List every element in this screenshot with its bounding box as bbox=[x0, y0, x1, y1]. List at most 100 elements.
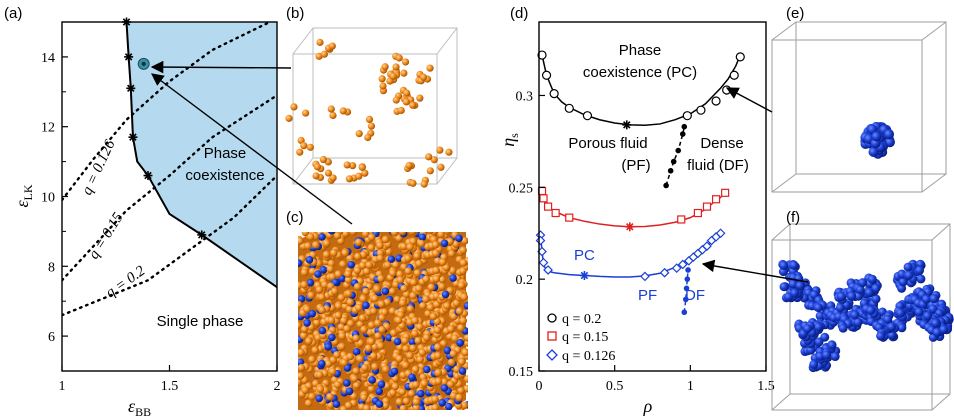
snapshot-e-panel: (e) bbox=[771, 5, 947, 193]
data-point bbox=[711, 96, 721, 106]
porous-network-f bbox=[778, 259, 954, 373]
snapshot-c-panel: (c) bbox=[286, 209, 468, 410]
particle bbox=[446, 380, 455, 389]
data-point bbox=[659, 267, 670, 278]
particle bbox=[463, 375, 468, 383]
particle bbox=[367, 233, 376, 242]
particle bbox=[457, 281, 466, 290]
particle bbox=[855, 285, 865, 295]
particle bbox=[298, 372, 305, 380]
widom-point bbox=[681, 309, 688, 316]
particle bbox=[328, 232, 336, 235]
particle bbox=[364, 133, 372, 142]
particle bbox=[827, 340, 837, 350]
label-phase-top: Phase bbox=[619, 42, 662, 59]
particle bbox=[355, 130, 363, 138]
particle bbox=[307, 291, 315, 300]
particle bbox=[458, 367, 467, 375]
particle bbox=[355, 172, 363, 180]
critical-point bbox=[579, 270, 589, 280]
particle bbox=[455, 307, 464, 316]
particle bbox=[895, 308, 905, 318]
particle bbox=[457, 324, 465, 332]
particle bbox=[312, 319, 321, 327]
particle bbox=[433, 326, 442, 334]
boundary-marker bbox=[143, 171, 153, 181]
particle bbox=[334, 302, 343, 310]
particle bbox=[392, 96, 400, 104]
particle bbox=[296, 148, 304, 156]
particle bbox=[333, 351, 341, 359]
particle bbox=[795, 281, 805, 291]
particle bbox=[308, 355, 316, 364]
particle bbox=[806, 345, 816, 355]
label-dense-fluid: fluid (DF) bbox=[687, 157, 749, 174]
particle bbox=[298, 321, 302, 330]
particle bbox=[396, 276, 405, 284]
particle bbox=[318, 233, 326, 241]
particle bbox=[415, 323, 424, 331]
particle bbox=[328, 367, 337, 376]
particle bbox=[390, 367, 399, 376]
y-tick-label-a: 14 bbox=[41, 51, 55, 66]
particle bbox=[921, 294, 931, 304]
particle bbox=[302, 109, 310, 117]
particle bbox=[443, 302, 451, 310]
particle bbox=[377, 300, 386, 308]
particle bbox=[314, 270, 322, 278]
panel-label-e: (e) bbox=[786, 5, 804, 22]
particle bbox=[457, 358, 466, 366]
particle bbox=[409, 237, 418, 246]
particle bbox=[432, 275, 441, 283]
particle bbox=[339, 260, 347, 269]
particle bbox=[389, 269, 397, 277]
particle bbox=[329, 174, 337, 182]
particle bbox=[337, 293, 346, 302]
particle bbox=[393, 337, 402, 346]
particle bbox=[411, 365, 420, 374]
particle bbox=[344, 289, 353, 298]
particle bbox=[368, 376, 376, 384]
particle bbox=[931, 318, 941, 328]
y-axis-label-d: ηs bbox=[498, 133, 521, 147]
label-pc-blue: PC bbox=[574, 247, 595, 264]
label-dense: Dense bbox=[700, 135, 743, 152]
particle bbox=[400, 284, 408, 293]
data-point bbox=[543, 202, 553, 211]
particle bbox=[395, 54, 403, 62]
particle bbox=[402, 345, 410, 353]
x-axis-label-d: ρ bbox=[643, 396, 653, 416]
particle bbox=[790, 288, 800, 298]
particle bbox=[343, 161, 351, 169]
particle bbox=[403, 89, 411, 97]
panel-label-a: (a) bbox=[4, 5, 22, 22]
particle bbox=[803, 324, 813, 334]
particle bbox=[853, 317, 863, 327]
particle bbox=[299, 331, 308, 340]
particle bbox=[417, 389, 425, 398]
particle bbox=[389, 72, 397, 80]
particle bbox=[318, 306, 326, 314]
particle bbox=[438, 282, 446, 291]
particle bbox=[440, 378, 449, 386]
particle bbox=[898, 277, 908, 287]
particle bbox=[300, 325, 309, 334]
axes-frame-d bbox=[538, 21, 767, 372]
particle bbox=[419, 73, 428, 81]
label-pf: (PF) bbox=[621, 157, 650, 174]
particle bbox=[400, 69, 408, 77]
region-label-single-phase: Single phase bbox=[157, 313, 244, 330]
particle bbox=[420, 379, 429, 388]
particle bbox=[362, 267, 371, 276]
particle bbox=[298, 237, 304, 245]
particle bbox=[352, 367, 360, 375]
arrow-e-to-d bbox=[725, 87, 773, 113]
particle bbox=[422, 275, 431, 284]
particle bbox=[319, 155, 328, 164]
boundary-marker bbox=[197, 230, 207, 240]
particle bbox=[290, 103, 298, 111]
particle bbox=[390, 232, 399, 237]
particle bbox=[396, 270, 404, 279]
particle bbox=[397, 106, 405, 115]
particle bbox=[407, 389, 416, 398]
